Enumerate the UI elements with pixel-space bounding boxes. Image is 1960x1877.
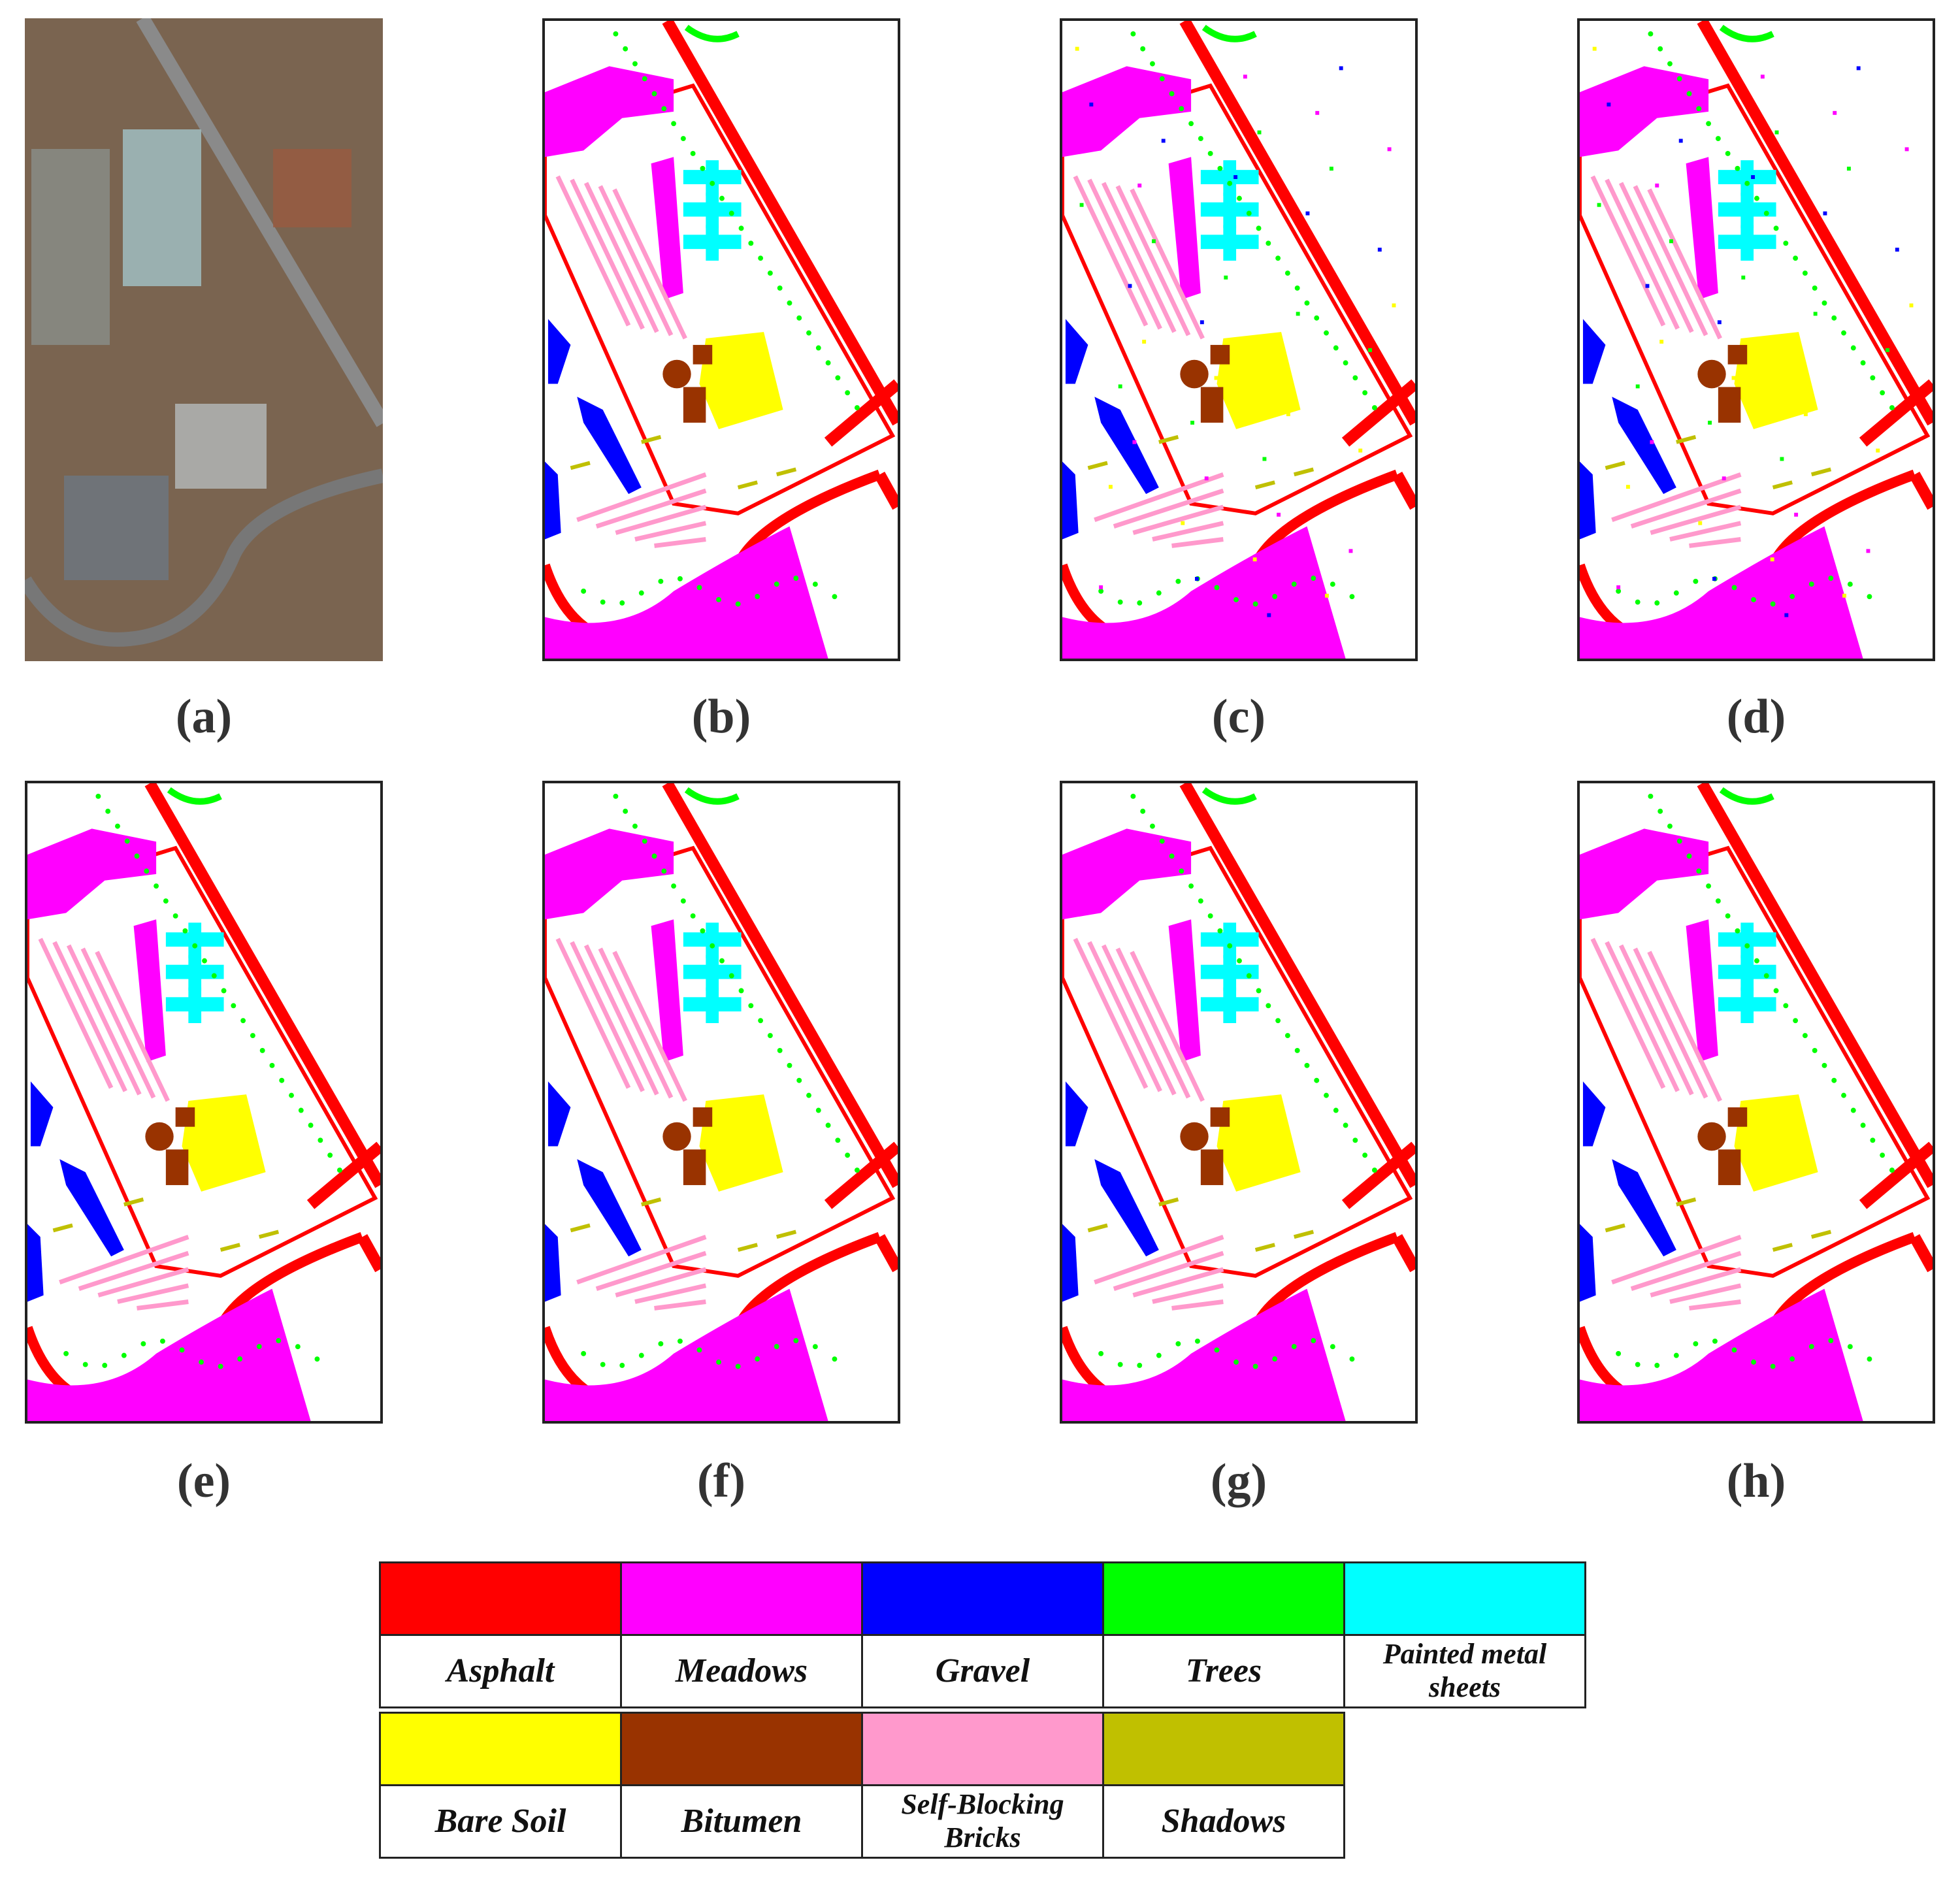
- map-graphic: [25, 18, 383, 661]
- map-graphic: [27, 783, 380, 1421]
- legend-label-bare-soil: Bare Soil: [379, 1784, 622, 1859]
- legend-label-shadows: Shadows: [1102, 1784, 1345, 1859]
- legend-label-gravel: Gravel: [861, 1634, 1104, 1708]
- panel-f-map: [542, 781, 900, 1424]
- panel-label-c: (c): [1211, 690, 1266, 743]
- panel-label-e: (e): [176, 1454, 231, 1508]
- legend-label-trees: Trees: [1102, 1634, 1345, 1708]
- map-graphic: [1062, 21, 1415, 659]
- panel-label-g: (g): [1210, 1454, 1267, 1508]
- legend-swatch-meadows: [620, 1561, 863, 1636]
- legend-label-bitumen: Bitumen: [620, 1784, 863, 1859]
- map-graphic: [1062, 783, 1415, 1421]
- legend-label-self-blocking-bricks: Self-Blocking Bricks: [861, 1784, 1104, 1859]
- panel-label-a: (a): [175, 690, 233, 743]
- legend-label-meadows: Meadows: [620, 1634, 863, 1708]
- legend-swatch-bare-soil: [379, 1712, 622, 1786]
- legend-swatch-painted-metal-sheets: [1343, 1561, 1586, 1636]
- legend-swatch-asphalt: [379, 1561, 622, 1636]
- legend-swatch-bitumen: [620, 1712, 863, 1786]
- panel-label-d: (d): [1726, 690, 1786, 743]
- map-graphic: [545, 783, 898, 1421]
- legend-label-asphalt: Asphalt: [379, 1634, 622, 1708]
- legend-label-painted-metal-sheets: Painted metal sheets: [1343, 1634, 1586, 1708]
- panel-label-f: (f): [697, 1454, 745, 1508]
- legend-swatch-self-blocking-bricks: [861, 1712, 1104, 1786]
- panel-c-map: [1060, 18, 1418, 661]
- panel-e-map: [25, 781, 383, 1424]
- panel-a-image: [25, 18, 383, 661]
- map-graphic: [1580, 783, 1933, 1421]
- legend-swatch-gravel: [861, 1561, 1104, 1636]
- legend-swatch-trees: [1102, 1561, 1345, 1636]
- panel-h-map: [1577, 781, 1935, 1424]
- panel-label-b: (b): [691, 690, 751, 743]
- panel-d-map: [1577, 18, 1935, 661]
- panel-b-map: [542, 18, 900, 661]
- panel-label-h: (h): [1726, 1454, 1786, 1508]
- panel-g-map: [1060, 781, 1418, 1424]
- legend-swatch-shadows: [1102, 1712, 1345, 1786]
- map-graphic: [1580, 21, 1933, 659]
- map-graphic: [545, 21, 898, 659]
